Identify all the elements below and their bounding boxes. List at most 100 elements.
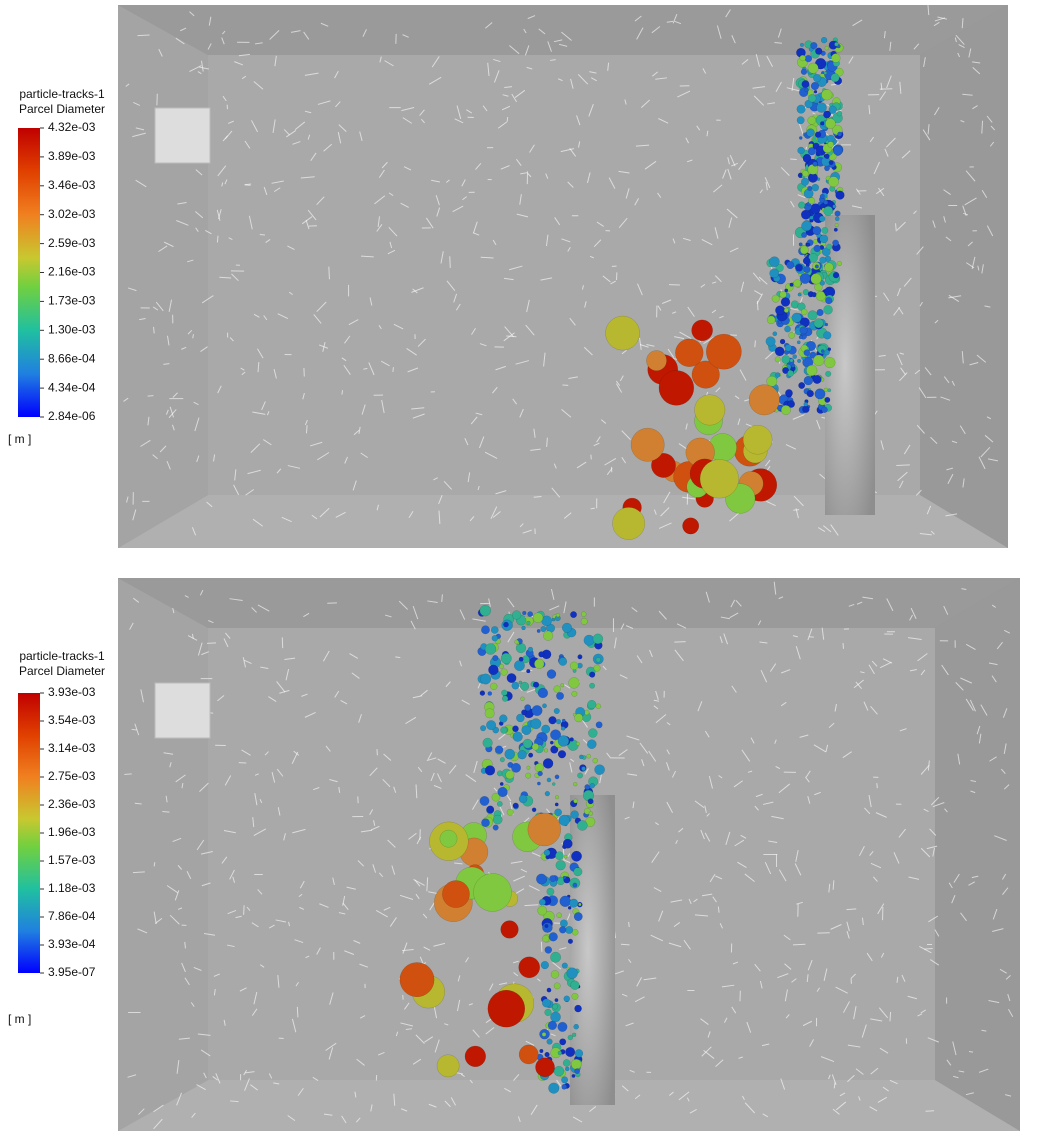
particle [481, 819, 489, 827]
particle [565, 926, 572, 933]
particle [802, 170, 808, 176]
particle [490, 683, 497, 690]
particle [775, 347, 784, 356]
particle [593, 634, 603, 644]
streak [395, 657, 400, 658]
particle [594, 665, 601, 672]
particle [547, 1039, 553, 1045]
particle [801, 309, 807, 315]
colorbar-label: 2.84e-06 [48, 409, 96, 423]
particle [808, 116, 816, 124]
streak [154, 327, 155, 334]
particle [799, 335, 803, 339]
particle [545, 791, 550, 796]
legend-title: particle-tracks-1 [19, 649, 105, 663]
particle [813, 74, 821, 82]
streak [877, 783, 878, 788]
colorbar-label: 3.46e-03 [48, 178, 96, 192]
particle [545, 946, 552, 953]
particle [538, 688, 548, 698]
particle [565, 1067, 569, 1071]
particle [574, 714, 582, 722]
particle [498, 787, 508, 797]
particle [562, 623, 572, 633]
particle [568, 939, 573, 944]
streak [450, 256, 451, 268]
particle [797, 359, 801, 363]
particle [488, 990, 525, 1027]
particle [781, 405, 791, 415]
particle [581, 612, 586, 617]
particle [497, 801, 502, 806]
ceiling [118, 5, 1008, 55]
particle [833, 272, 839, 278]
particle [571, 1059, 581, 1069]
particle [481, 674, 491, 684]
particle [480, 605, 491, 616]
particle [812, 184, 819, 191]
particle [694, 395, 724, 425]
particle [577, 820, 587, 830]
particle [575, 1049, 583, 1057]
particle [437, 1055, 459, 1077]
particle [545, 1052, 550, 1057]
particle [531, 719, 542, 730]
particle [486, 720, 496, 730]
particle [800, 327, 807, 334]
particle [570, 611, 576, 617]
particle [558, 1022, 568, 1032]
ceiling [118, 578, 1020, 628]
particle [542, 1032, 546, 1036]
particle [507, 809, 513, 815]
particle [519, 1045, 538, 1064]
particle [813, 375, 821, 383]
particle [827, 244, 832, 249]
particle [798, 382, 804, 388]
particle [561, 727, 565, 731]
particle [822, 407, 828, 413]
particle [559, 1039, 566, 1046]
particle [808, 197, 815, 204]
particle [827, 135, 834, 142]
particle [775, 357, 780, 362]
particle [821, 37, 827, 43]
particle [555, 803, 558, 806]
particle [835, 217, 839, 221]
particle [808, 94, 816, 102]
particle [825, 46, 829, 50]
particle [532, 705, 542, 715]
particle [819, 216, 825, 222]
particle [766, 337, 776, 347]
colorbar-label: 4.32e-03 [48, 120, 96, 134]
particle [797, 116, 804, 123]
particle [824, 200, 828, 204]
particle [540, 1049, 544, 1053]
left-wall [118, 578, 208, 1131]
legend-unit: [ m ] [8, 432, 31, 446]
particle [800, 273, 810, 283]
colorbar-label: 3.95e-07 [48, 965, 96, 979]
streak [219, 277, 231, 278]
particle [539, 899, 545, 905]
particle [825, 397, 830, 402]
colorbar [18, 128, 40, 417]
particle [549, 932, 558, 941]
particle [547, 988, 551, 992]
particle [675, 339, 703, 367]
particle [820, 194, 825, 199]
particle [525, 773, 530, 778]
particle [787, 370, 793, 376]
streak [162, 812, 169, 813]
colorbar-label: 3.89e-03 [48, 149, 96, 163]
streak [124, 774, 131, 775]
particle [556, 613, 560, 617]
particle [571, 811, 579, 819]
particle [500, 782, 503, 785]
particle [519, 681, 522, 684]
particle [547, 778, 551, 782]
particle [519, 795, 527, 803]
particle [743, 425, 772, 454]
particle [554, 1066, 564, 1076]
particle [817, 103, 827, 113]
